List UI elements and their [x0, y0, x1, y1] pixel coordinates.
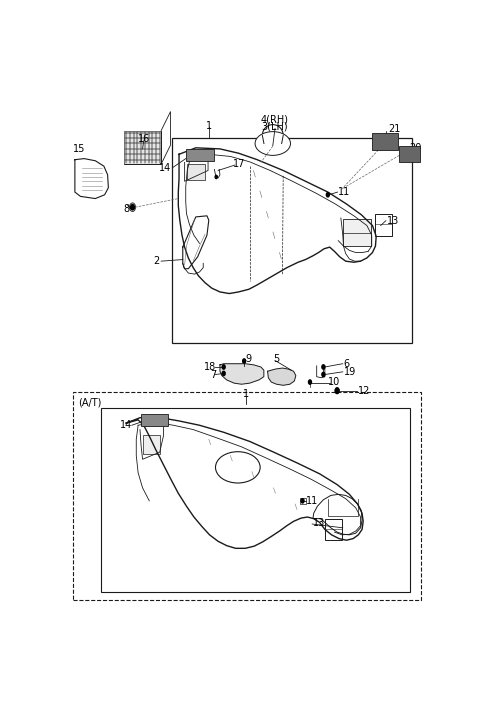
Text: 8: 8: [123, 205, 129, 215]
Bar: [73, 392, 421, 599]
Circle shape: [335, 388, 339, 394]
Text: 17: 17: [233, 159, 245, 169]
Text: 6: 6: [344, 359, 349, 369]
Bar: [344, 219, 371, 246]
Text: 14: 14: [159, 163, 172, 172]
Bar: [143, 435, 160, 454]
Polygon shape: [267, 368, 296, 386]
Text: 2: 2: [154, 256, 160, 266]
Bar: [141, 414, 168, 426]
Circle shape: [309, 380, 312, 384]
Text: 12: 12: [358, 386, 370, 395]
Circle shape: [131, 205, 134, 210]
Text: 19: 19: [344, 367, 356, 377]
Text: 4(RH): 4(RH): [261, 114, 289, 124]
Text: 1: 1: [243, 390, 249, 400]
Circle shape: [322, 365, 325, 369]
Text: 13: 13: [386, 216, 399, 226]
Bar: [172, 138, 411, 343]
Text: 13: 13: [313, 519, 325, 529]
Text: 15: 15: [73, 144, 85, 154]
Text: 14: 14: [120, 421, 132, 430]
Text: 3(LH): 3(LH): [262, 122, 288, 132]
Polygon shape: [220, 364, 264, 384]
Text: 20: 20: [410, 143, 422, 153]
Text: 5: 5: [273, 355, 279, 365]
Bar: [375, 214, 392, 236]
Bar: [101, 408, 410, 592]
Circle shape: [222, 372, 225, 376]
Ellipse shape: [216, 451, 260, 483]
Circle shape: [335, 388, 339, 393]
Text: 18: 18: [204, 362, 216, 372]
Ellipse shape: [255, 132, 290, 156]
Text: 10: 10: [328, 377, 340, 387]
Bar: [124, 130, 161, 164]
Text: 11: 11: [338, 187, 350, 197]
Circle shape: [322, 372, 325, 376]
Text: 21: 21: [388, 125, 400, 135]
Bar: [124, 130, 161, 164]
Bar: [300, 498, 305, 504]
Bar: [186, 149, 214, 161]
Circle shape: [326, 193, 329, 197]
Circle shape: [301, 498, 304, 503]
Text: 1: 1: [206, 121, 212, 131]
Circle shape: [130, 203, 135, 212]
Ellipse shape: [263, 125, 283, 147]
Circle shape: [243, 359, 246, 363]
Bar: [372, 132, 398, 150]
Text: (A/T): (A/T): [79, 397, 102, 407]
Bar: [187, 164, 205, 180]
Text: 16: 16: [138, 134, 150, 144]
Text: 11: 11: [306, 496, 319, 506]
Text: 7: 7: [210, 369, 216, 379]
Circle shape: [215, 175, 217, 179]
Circle shape: [222, 365, 225, 369]
Bar: [325, 519, 342, 540]
Bar: [399, 146, 420, 162]
Text: 9: 9: [245, 355, 252, 365]
